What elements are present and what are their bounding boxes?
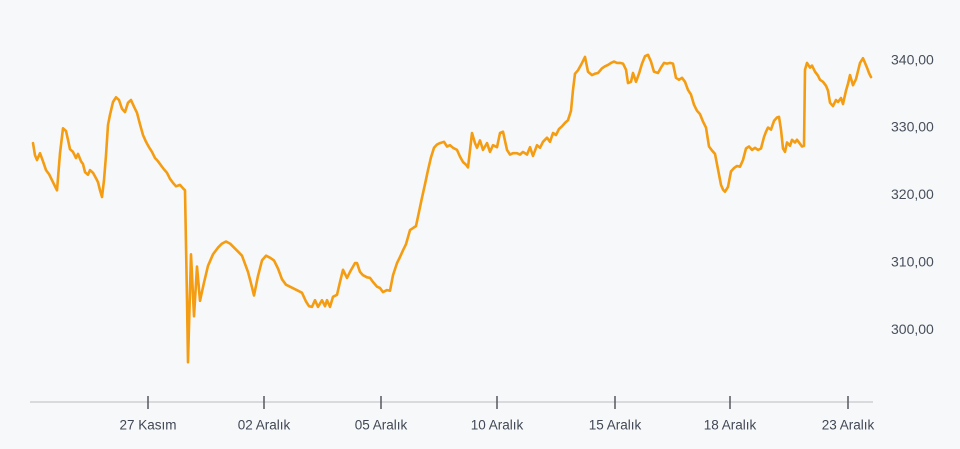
y-tick-label: 310,00 bbox=[891, 254, 934, 270]
y-axis-labels: 340,00 330,00 320,00 310,00 300,00 bbox=[891, 52, 934, 338]
x-tick-label: 23 Aralık bbox=[822, 418, 875, 433]
price-line bbox=[31, 53, 873, 364]
x-axis-labels: 27 Kasım 02 Aralık 05 Aralık 10 Aralık 15 Ar… bbox=[119, 418, 874, 433]
x-tick-label: 15 Aralık bbox=[589, 418, 642, 433]
x-tick-label: 10 Aralık bbox=[471, 418, 524, 433]
y-tick-label: 330,00 bbox=[891, 119, 934, 135]
x-tick-label: 27 Kasım bbox=[119, 418, 176, 433]
x-axis-ticks bbox=[147, 396, 849, 409]
y-tick-label: 300,00 bbox=[891, 321, 934, 337]
x-tick-label: 18 Aralık bbox=[704, 418, 757, 433]
y-tick-label: 320,00 bbox=[891, 186, 934, 202]
x-tick-label: 05 Aralık bbox=[355, 418, 408, 433]
y-tick-label: 340,00 bbox=[891, 52, 934, 68]
x-tick-label: 02 Aralık bbox=[238, 418, 291, 433]
